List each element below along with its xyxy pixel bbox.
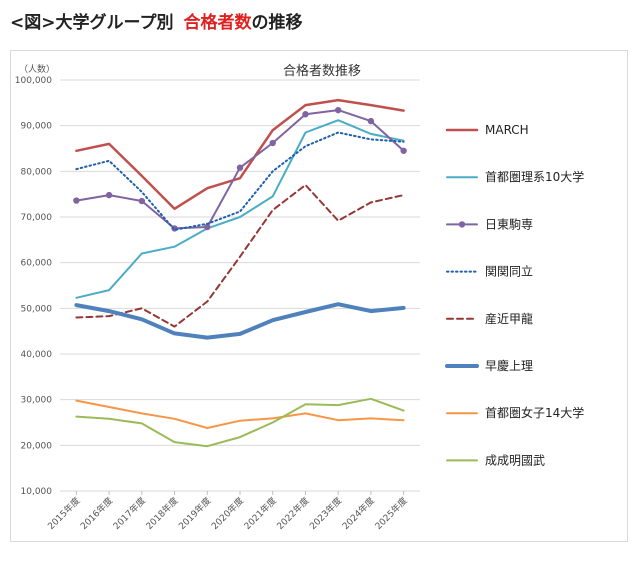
y-tick-label: 90,000 <box>21 122 53 132</box>
legend-label: 早慶上理 <box>485 359 533 373</box>
x-tick-label: 2020年度 <box>209 495 246 532</box>
y-tick-label: 100,000 <box>15 76 52 86</box>
x-tick-label: 2018年度 <box>143 495 180 532</box>
legend-marker <box>458 221 466 228</box>
data-point <box>400 147 407 154</box>
chart-title: 合格者数推移 <box>283 63 361 79</box>
data-point <box>105 191 113 199</box>
series-line <box>75 184 405 328</box>
data-point <box>269 139 276 147</box>
series-line <box>75 399 405 429</box>
legend: MARCH 首都圏理系10大学日東駒専関関同立産近甲龍早慶上理首都圏女子14大学成… <box>445 123 584 467</box>
x-tick-label: 2016年度 <box>78 495 115 532</box>
y-axis-unit-label: （人数） <box>19 63 55 75</box>
y-tick-label: 30,000 <box>21 396 53 406</box>
legend-label: 首都圏理系10大学 <box>485 169 584 184</box>
heading-suffix: の推移 <box>251 13 303 33</box>
x-tick-label: 2015年度 <box>45 495 82 532</box>
legend-label: 日東駒専 <box>485 217 533 231</box>
heading-group-text: 大学グループ別 <box>55 13 174 33</box>
page-heading: <図>大学グループ別 合格者数の推移 <box>10 8 302 33</box>
x-tick-label: 2019年度 <box>176 495 213 532</box>
y-tick-label: 20,000 <box>21 441 53 451</box>
x-tick-label: 2024年度 <box>340 495 377 532</box>
x-tick-label: 2025年度 <box>372 495 409 532</box>
data-point <box>236 164 244 171</box>
x-tick-label: 2021年度 <box>241 495 278 532</box>
y-tick-label: 70,000 <box>21 213 53 223</box>
heading-prefix: <図> <box>10 13 56 33</box>
series-line <box>75 119 405 299</box>
x-tick-label: 2017年度 <box>111 495 148 532</box>
y-tick-label: 10,000 <box>21 487 53 497</box>
data-point <box>73 197 80 204</box>
series-line <box>75 98 405 211</box>
series-line <box>75 397 405 448</box>
chart-panel <box>10 50 628 542</box>
data-point <box>204 223 211 231</box>
legend-label: 首都圏女子14大学 <box>485 405 584 420</box>
legend-label: 成成明國武 <box>485 453 545 467</box>
legend-label: 産近甲龍 <box>485 311 533 326</box>
x-tick-label: 2022年度 <box>274 495 311 532</box>
series-line <box>74 302 406 340</box>
data-point <box>334 106 342 114</box>
legend-label: MARCH <box>485 123 529 137</box>
y-tick-label: 40,000 <box>21 350 53 360</box>
legend-label: 関関同立 <box>485 264 533 279</box>
data-point <box>302 111 309 118</box>
data-point <box>367 117 375 125</box>
y-tick-label: 60,000 <box>21 259 53 269</box>
series-lines <box>73 98 407 448</box>
heading-highlight-text: 合格者数 <box>183 13 252 33</box>
series-line <box>75 131 405 231</box>
y-tick-label: 50,000 <box>21 304 53 314</box>
data-point <box>138 197 146 205</box>
x-tick-label: 2023年度 <box>307 495 344 532</box>
axes: 10,000 20,000 30,000 40,000 50,000 60,000 70,0… <box>15 76 410 532</box>
y-tick-label: 80,000 <box>21 167 53 177</box>
